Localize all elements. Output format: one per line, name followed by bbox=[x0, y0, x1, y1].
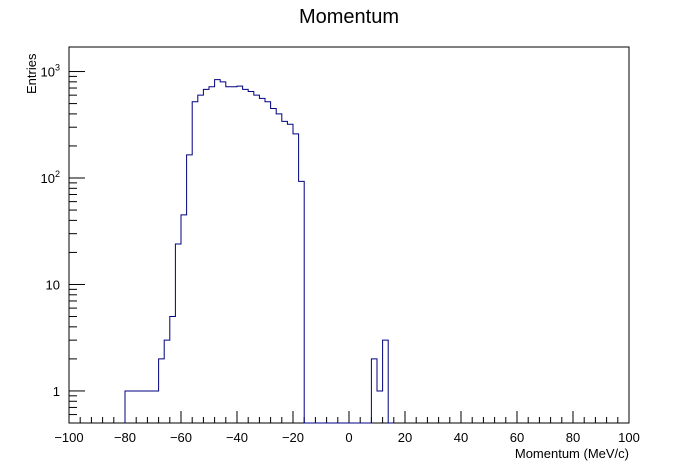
plot-frame bbox=[68, 46, 630, 424]
histogram-outline bbox=[124, 79, 394, 424]
x-tick-label: −80 bbox=[114, 430, 136, 445]
x-axis: −100 −80 −60 −40 −20 0 20 40 60 80 100 bbox=[54, 411, 640, 445]
y-axis: 1 10 102 103 bbox=[41, 63, 85, 424]
y-tick-label: 102 bbox=[41, 169, 60, 186]
y-tick-label: 1 bbox=[53, 384, 60, 399]
y-tick-label: 103 bbox=[41, 63, 60, 80]
x-tick-label: −60 bbox=[170, 430, 192, 445]
x-tick-label: 80 bbox=[566, 430, 580, 445]
x-axis-label: Momentum (MeV/c) bbox=[515, 446, 629, 461]
x-tick-label: −20 bbox=[282, 430, 304, 445]
x-tick-label: 100 bbox=[618, 430, 640, 445]
x-tick-label: 60 bbox=[510, 430, 524, 445]
y-tick-label: 10 bbox=[46, 277, 60, 292]
x-tick-label: 40 bbox=[454, 430, 468, 445]
x-tick-label: −100 bbox=[54, 430, 83, 445]
chart-title: Momentum bbox=[299, 6, 399, 28]
y-axis-label: Entries bbox=[24, 53, 39, 94]
x-tick-label: 0 bbox=[345, 430, 352, 445]
x-tick-label: 20 bbox=[398, 430, 412, 445]
x-tick-label: −40 bbox=[226, 430, 248, 445]
